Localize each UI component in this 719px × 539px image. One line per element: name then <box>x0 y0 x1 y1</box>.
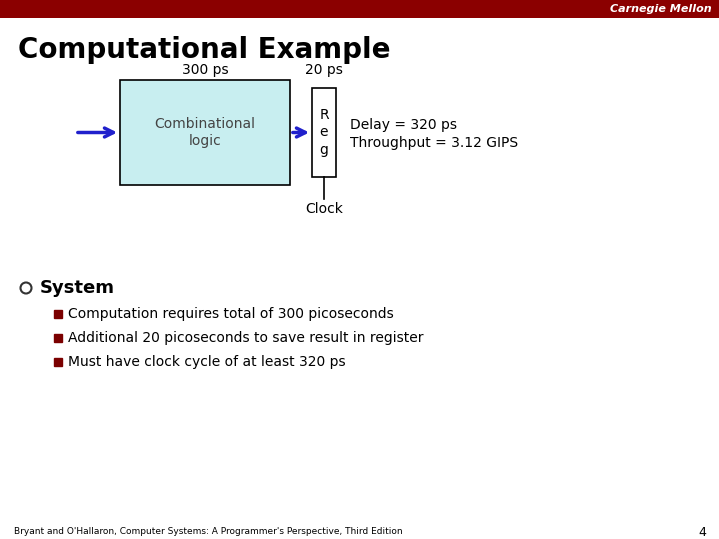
Text: System: System <box>40 279 115 297</box>
Text: Carnegie Mellon: Carnegie Mellon <box>610 4 712 14</box>
Text: Must have clock cycle of at least 320 ps: Must have clock cycle of at least 320 ps <box>68 355 346 369</box>
Text: Clock: Clock <box>305 202 343 216</box>
Text: 300 ps: 300 ps <box>182 63 229 77</box>
Bar <box>54 358 62 366</box>
Bar <box>54 310 62 318</box>
Bar <box>312 88 336 177</box>
Text: Additional 20 picoseconds to save result in register: Additional 20 picoseconds to save result… <box>68 331 423 345</box>
Text: 20 ps: 20 ps <box>305 63 343 77</box>
Text: Computational Example: Computational Example <box>18 36 390 64</box>
Text: Computation requires total of 300 picoseconds: Computation requires total of 300 picose… <box>68 307 394 321</box>
Text: R
e
g: R e g <box>319 108 329 157</box>
Text: Bryant and O'Hallaron, Computer Systems: A Programmer's Perspective, Third Editi: Bryant and O'Hallaron, Computer Systems:… <box>14 528 403 536</box>
Text: 4: 4 <box>698 526 706 538</box>
Text: Combinational
logic: Combinational logic <box>155 118 255 148</box>
Bar <box>54 334 62 342</box>
Bar <box>0 0 719 18</box>
Bar <box>120 80 290 185</box>
Text: Throughput = 3.12 GIPS: Throughput = 3.12 GIPS <box>350 135 518 149</box>
Text: Delay = 320 ps: Delay = 320 ps <box>350 118 457 132</box>
